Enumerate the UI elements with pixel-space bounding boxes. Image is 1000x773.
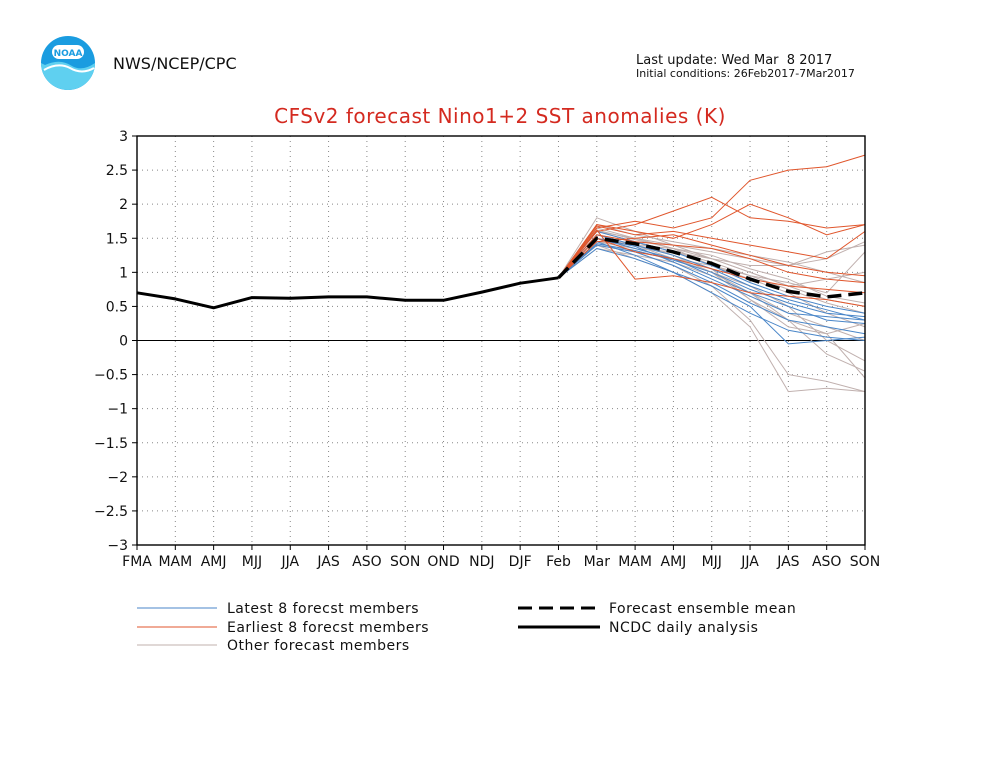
x-tick-label: MAM [158,554,192,570]
earliest-member-line [558,234,866,284]
logo-text: NOAA [54,49,83,59]
y-tick-label: 0 [119,334,128,350]
x-tick-label: MJJ [702,554,722,570]
earliest-member-line [558,154,866,279]
earliest-member-line [558,229,866,307]
y-tick-label: 1.5 [106,231,128,247]
y-tick-label: −0.5 [94,368,128,384]
y-tick-label: 0.5 [106,299,128,315]
x-tick-label: OND [427,554,459,570]
other-member-line [558,244,866,393]
grid [137,136,865,545]
x-tick-label: Mar [584,554,611,570]
latest-member-line [558,247,866,345]
x-tick-label: Feb [546,554,571,570]
legend-label-mean: Forecast ensemble mean [609,601,796,617]
ensemble-mean-line [557,236,866,299]
x-tick-label: JJA [740,554,759,570]
x-tick-label: DJF [509,554,532,570]
x-tick-label: AMJ [661,554,687,570]
y-tick-label: −1 [107,402,128,418]
last-update: Last update: Wed Mar 8 2017 [636,53,832,68]
legend-label-latest: Latest 8 forecst members [227,601,419,617]
legend-label-earliest: Earliest 8 forecst members [227,620,429,636]
x-tick-label: JAS [776,554,799,570]
x-tick-label: ASO [352,554,381,570]
x-tick-label: JJA [280,554,299,570]
x-tick-label: MJJ [242,554,262,570]
x-tick-label: MAM [618,554,652,570]
x-tick-label: FMA [122,554,152,570]
earliest-member-line [558,225,866,279]
y-tick-label: 2 [119,197,128,213]
chart-title: CFSv2 forecast Nino1+2 SST anomalies (K) [274,104,726,128]
x-tick-label: NDJ [469,554,494,570]
initial-conditions: Initial conditions: 26Feb2017-7Mar2017 [636,67,855,80]
legend: Latest 8 forecst members Earliest 8 fore… [137,601,796,654]
latest-member-line [558,230,866,314]
y-tick-label: 2.5 [106,163,128,179]
earliest-member-line [558,203,866,279]
y-tick-label: −1.5 [94,436,128,452]
y-axis: 3 2.5 2 1.5 1 0.5 0 −0.5 −1 −1.5 −2 −2.5 −3 [94,129,137,554]
analysis-line [136,276,559,310]
other-member-line [558,229,866,304]
legend-label-other: Other forecast members [227,638,410,654]
x-tick-label: JAS [316,554,339,570]
y-tick-label: −2 [107,470,128,486]
y-tick-label: −3 [107,538,128,554]
x-tick-label: AMJ [201,554,227,570]
noaa-logo-icon: NOAA [41,36,95,90]
x-axis: FMA MAM AMJ MJJ JJA JAS ASO SON OND NDJ DJF Feb Mar M… [122,545,880,570]
x-tick-label: SON [390,554,420,570]
org-label: NWS/NCEP/CPC [113,54,237,73]
legend-label-analysis: NCDC daily analysis [609,620,758,636]
earliest-member-line [558,237,866,294]
y-tick-label: −2.5 [94,504,128,520]
x-tick-label: ASO [812,554,841,570]
y-tick-label: 3 [119,129,128,145]
y-tick-label: 1 [119,265,128,281]
main-lines [136,236,866,310]
x-tick-label: SON [850,554,880,570]
